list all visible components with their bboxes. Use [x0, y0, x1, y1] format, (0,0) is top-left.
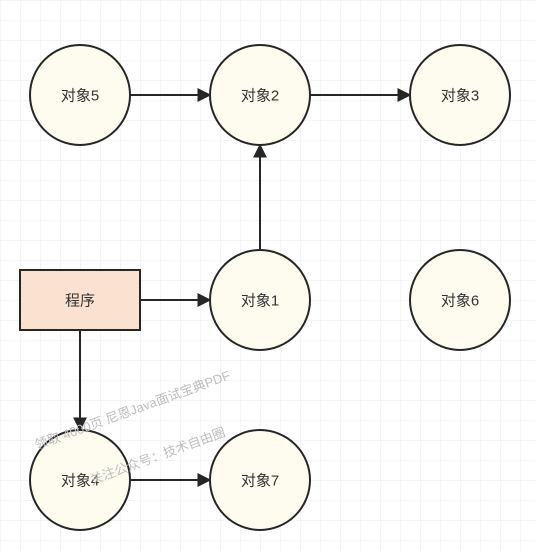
- node-label-prog: 程序: [65, 290, 95, 311]
- node-label-obj6: 对象6: [441, 290, 479, 311]
- node-label-obj1: 对象1: [241, 290, 279, 311]
- diagram-canvas: [0, 0, 536, 551]
- node-label-obj5: 对象5: [61, 85, 99, 106]
- node-label-obj2: 对象2: [241, 85, 279, 106]
- node-label-obj3: 对象3: [441, 85, 479, 106]
- node-label-obj7: 对象7: [241, 470, 279, 491]
